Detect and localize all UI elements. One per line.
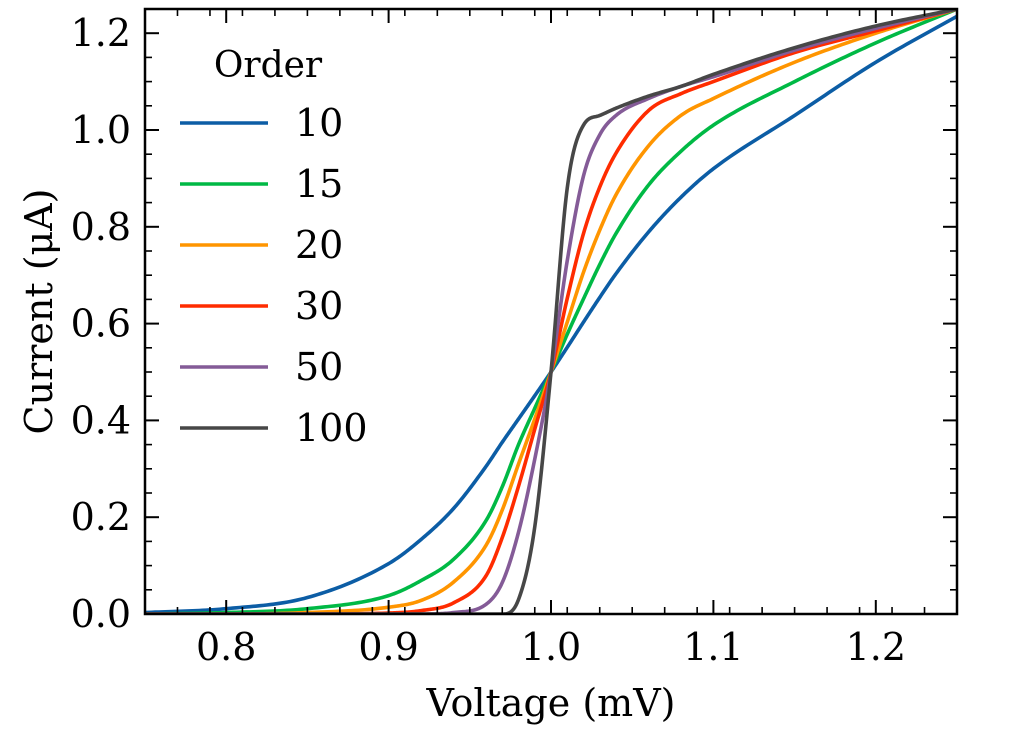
y-tick-label: 1.2 (71, 11, 131, 55)
x-tick-label: 1.0 (521, 625, 581, 669)
x-tick-label: 1.2 (846, 625, 906, 669)
y-tick-label: 1.0 (71, 108, 131, 152)
series-line-10 (145, 14, 957, 614)
series-line-15 (145, 9, 957, 614)
y-tick-label: 0.4 (71, 398, 131, 442)
x-tick-label: 0.9 (358, 625, 418, 669)
legend-label-15: 15 (295, 162, 343, 206)
x-tick-label: 1.1 (683, 625, 743, 669)
ticks-layer (144, 8, 958, 615)
y-tick-label: 0.6 (71, 302, 131, 346)
tick-labels-layer: 0.8 0.9 1.0 1.1 1.2 0.0 0.2 0.4 0.6 0.8 1.0 1.2 (71, 11, 906, 669)
series-line-20 (145, 9, 957, 614)
legend-items: 10 15 20 30 50 100 (180, 101, 368, 450)
legend-label-50: 50 (295, 345, 343, 389)
legend-label-30: 30 (295, 284, 343, 328)
series-layer (145, 9, 957, 614)
y-tick-label: 0.8 (71, 205, 131, 249)
y-axis-title: Current (μA) (17, 189, 61, 435)
plot-frame (143, 7, 959, 616)
y-tick-label: 0.2 (71, 495, 131, 539)
series-line-100 (145, 9, 957, 614)
series-line-50 (145, 9, 957, 614)
legend-label-10: 10 (295, 101, 343, 145)
legend-label-100: 100 (295, 406, 368, 450)
x-axis-title: Voltage (mV) (426, 681, 676, 725)
y-tick-label: 0.0 (71, 592, 131, 636)
legend-title: Order (214, 45, 323, 86)
legend-label-20: 20 (295, 223, 343, 267)
series-line-30 (145, 9, 957, 614)
legend: Order 10 15 20 30 50 100 (180, 45, 368, 450)
x-tick-label: 0.8 (196, 625, 256, 669)
